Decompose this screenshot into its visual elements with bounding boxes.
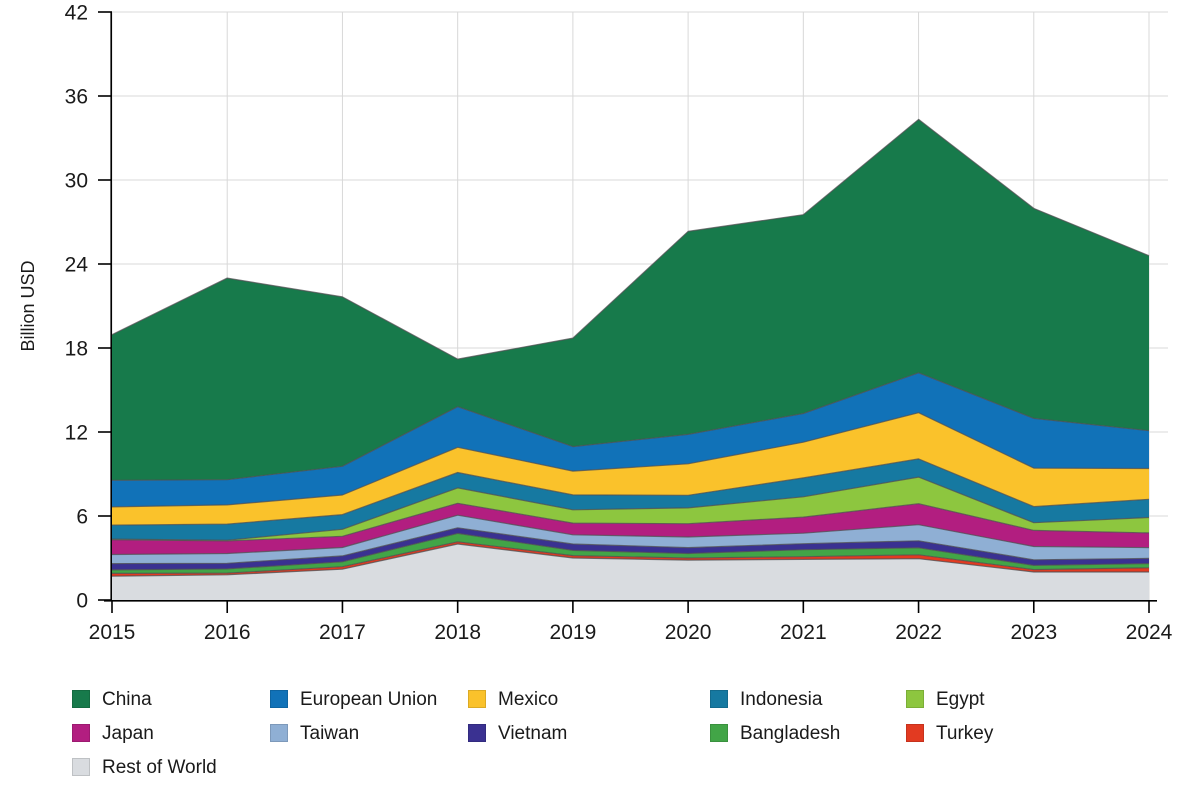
- legend-swatch-european-union-icon: [270, 690, 288, 708]
- legend-label: Vietnam: [498, 722, 568, 744]
- legend-item-china: China: [72, 690, 270, 709]
- legend-item-taiwan: Taiwan: [270, 724, 468, 743]
- legend-label: Taiwan: [300, 722, 360, 744]
- y-tick-label: 36: [65, 86, 88, 109]
- x-tick-label: 2019: [550, 621, 597, 644]
- area-china: [112, 119, 1149, 481]
- legend-item-japan: Japan: [72, 724, 270, 743]
- legend-swatch-bangladesh-icon: [710, 724, 728, 742]
- y-tick-label: 6: [76, 506, 88, 529]
- legend-swatch-indonesia-icon: [710, 690, 728, 708]
- edge-indonesia: [111, 458, 1150, 526]
- legend-label: European Union: [300, 688, 438, 710]
- legend-swatch-vietnam-icon: [468, 724, 486, 742]
- legend-label: Japan: [102, 722, 154, 744]
- legend: China European Union Mexico Indonesia Egypt J…: [72, 682, 1192, 784]
- edge-mexico: [111, 412, 1150, 508]
- legend-swatch-rest-of-world-icon: [72, 758, 90, 776]
- edge-rest-of-world: [111, 543, 1149, 577]
- legend-item-indonesia: Indonesia: [710, 690, 906, 709]
- y-tick-label: 18: [65, 338, 88, 361]
- edge-european-union: [111, 372, 1150, 481]
- area-mexico: [112, 412, 1149, 526]
- legend-item-european-union: European Union: [270, 690, 468, 709]
- legend-swatch-japan-icon: [72, 724, 90, 742]
- edge-turkey: [111, 541, 1150, 575]
- area-japan: [112, 503, 1149, 555]
- legend-label: Bangladesh: [740, 722, 841, 744]
- x-tick-label: 2018: [434, 621, 481, 644]
- x-tick-label: 2023: [1010, 621, 1057, 644]
- y-tick-label: 30: [65, 170, 88, 193]
- y-tick-label: 24: [65, 254, 89, 277]
- legend-swatch-turkey-icon: [906, 724, 924, 742]
- legend-swatch-china-icon: [72, 690, 90, 708]
- edge-egypt: [111, 476, 1150, 541]
- x-tick-label: 2016: [204, 621, 251, 644]
- legend-label: Indonesia: [740, 688, 823, 710]
- legend-swatch-egypt-icon: [906, 690, 924, 708]
- x-tick-label: 2017: [319, 621, 366, 644]
- y-axis-title: Billion USD: [18, 260, 38, 351]
- legend-label: Mexico: [498, 688, 559, 710]
- x-tick-label: 2021: [780, 621, 827, 644]
- legend-label: Rest of World: [102, 756, 217, 778]
- edge-bangladesh: [111, 532, 1150, 571]
- x-tick-label: 2024: [1126, 621, 1173, 644]
- edge-japan: [111, 502, 1150, 542]
- y-tick-label: 0: [76, 590, 88, 613]
- area-bangladesh: [112, 533, 1149, 574]
- legend-swatch-mexico-icon: [468, 690, 486, 708]
- x-tick-label: 2022: [895, 621, 942, 644]
- legend-label: China: [102, 688, 152, 710]
- area-european-union: [112, 372, 1149, 507]
- legend-item-vietnam: Vietnam: [468, 724, 710, 743]
- area-indonesia: [112, 458, 1149, 541]
- chart-canvas: 0 6 12 18 24 30 36 42 2015 2016 2017 2018 2019 2020 20…: [18, 2, 1173, 645]
- legend-label: Egypt: [936, 688, 985, 710]
- area-vietnam: [112, 527, 1149, 570]
- y-tick-label: 42: [65, 2, 88, 25]
- legend-item-mexico: Mexico: [468, 690, 710, 709]
- x-tick-label: 2015: [89, 621, 136, 644]
- legend-item-egypt: Egypt: [906, 690, 1192, 709]
- x-tick-label: 2020: [665, 621, 712, 644]
- legend-item-turkey: Turkey: [906, 724, 1192, 743]
- legend-swatch-taiwan-icon: [270, 724, 288, 742]
- legend-label: Turkey: [936, 722, 994, 744]
- legend-item-bangladesh: Bangladesh: [710, 724, 906, 743]
- edge-vietnam: [111, 527, 1150, 565]
- legend-item-rest-of-world: Rest of World: [72, 758, 270, 777]
- area-rest-of-world: [112, 544, 1149, 600]
- edge-taiwan: [111, 514, 1150, 556]
- edge-china: [111, 118, 1150, 360]
- y-tick-label: 12: [65, 422, 88, 445]
